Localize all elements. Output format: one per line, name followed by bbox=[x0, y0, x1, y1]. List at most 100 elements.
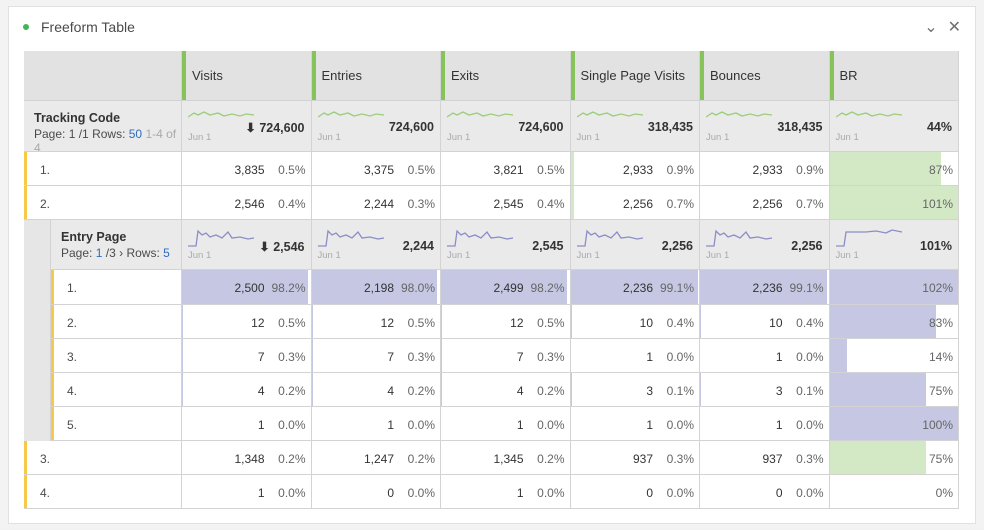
column-resize-handle[interactable] bbox=[570, 51, 575, 100]
row-rank: 3. bbox=[67, 350, 78, 364]
table-row: 5. 1 0.0% 1 0.0% 1 0.0% 1 0.0% 1 0.0% 100% bbox=[51, 407, 959, 441]
column-resize-handle[interactable] bbox=[829, 51, 834, 100]
sparkline-date-label: Jun 1 bbox=[835, 132, 859, 143]
metric-value: 10 bbox=[639, 316, 653, 330]
summary-total: 2,244 bbox=[403, 239, 434, 253]
percent-bar bbox=[700, 305, 701, 338]
metric-percent: 0.2% bbox=[537, 452, 565, 466]
metric-percent: 0.3% bbox=[796, 452, 824, 466]
metric-percent: 0.9% bbox=[666, 163, 694, 177]
panel-header: Freeform Table bbox=[23, 19, 135, 35]
row-marker bbox=[51, 407, 54, 440]
sparkline-date-label: Jun 1 bbox=[706, 132, 730, 143]
column-resize-handle[interactable] bbox=[441, 51, 445, 100]
percent-bar bbox=[700, 270, 828, 304]
column-header-single-page-visits[interactable]: Single Page Visits bbox=[570, 51, 700, 101]
column-header-exits[interactable]: Exits bbox=[441, 51, 571, 101]
column-resize-handle[interactable] bbox=[311, 51, 316, 100]
metric-value: 2,198 bbox=[363, 281, 394, 295]
metric-value: 1,345 bbox=[493, 452, 524, 466]
rows-per-page[interactable]: 50 bbox=[128, 127, 143, 141]
column-header-bounces[interactable]: Bounces bbox=[700, 51, 830, 101]
column-header-visits[interactable]: Visits bbox=[182, 51, 312, 101]
metric-cell: 87% bbox=[829, 152, 959, 186]
row-dimension-cell[interactable]: 2. bbox=[51, 305, 182, 339]
metric-value: 1 bbox=[516, 418, 524, 432]
table-row: 3. 7 0.3% 7 0.3% 7 0.3% 1 0.0% 1 0.0% 14% bbox=[51, 339, 959, 373]
metric-cell: 2,933 0.9% bbox=[570, 152, 700, 186]
arrow-down-icon[interactable]: ⬇ bbox=[245, 121, 260, 135]
metric-percent: 0.4% bbox=[796, 316, 824, 330]
percent-bar bbox=[570, 270, 698, 304]
sparkline bbox=[835, 229, 902, 247]
metric-cell: 1 0.0% bbox=[182, 407, 312, 441]
metric-percent: 0.7% bbox=[666, 197, 694, 211]
panel-title: Freeform Table bbox=[41, 19, 135, 35]
metric-value: 1,247 bbox=[363, 452, 394, 466]
arrow-down-icon[interactable]: ⬇ bbox=[259, 240, 274, 254]
tracking-title[interactable]: Tracking Code bbox=[34, 111, 121, 125]
metric-value: 0 bbox=[646, 486, 653, 500]
sparkline bbox=[576, 229, 643, 247]
metric-cell: 1 0.0% bbox=[570, 407, 700, 441]
metric-value: 2,546 bbox=[234, 197, 265, 211]
summary-cell: Jun 1 724,600 bbox=[311, 101, 441, 152]
metric-percent: 99.1% bbox=[659, 281, 694, 295]
metric-cell: 75% bbox=[829, 373, 959, 407]
row-dimension-cell[interactable]: 4. bbox=[24, 475, 182, 509]
column-header-label: Visits bbox=[192, 68, 223, 83]
metric-cell: 2,933 0.9% bbox=[700, 152, 830, 186]
row-dimension-cell[interactable]: 3. bbox=[51, 339, 182, 373]
row-dimension-cell[interactable]: 1. bbox=[51, 270, 182, 305]
metric-value: 3,821 bbox=[493, 163, 524, 177]
metric-value: 10 bbox=[769, 316, 783, 330]
summary-total-value: 2,545 bbox=[532, 239, 564, 253]
sparkline bbox=[317, 229, 384, 247]
percent-bar bbox=[829, 407, 958, 440]
table-row: 4. 4 0.2% 4 0.2% 4 0.2% 3 0.1% 3 0.1% 75% bbox=[51, 373, 959, 407]
close-icon[interactable]: ✕ bbox=[947, 19, 961, 36]
column-header-br[interactable]: BR bbox=[829, 51, 959, 101]
row-dimension-cell[interactable]: 1. bbox=[24, 152, 182, 186]
row-dimension-cell[interactable]: 4. bbox=[51, 373, 182, 407]
row-dimension-cell[interactable]: 3. bbox=[24, 441, 182, 475]
metric-cell: 7 0.3% bbox=[441, 339, 571, 373]
table-row: 1. 2,500 98.2% 2,198 98.0% 2,499 98.2% 2,236 99.… bbox=[51, 270, 959, 305]
row-dimension-cell[interactable]: 2. bbox=[24, 186, 182, 220]
metric-percent: 0.0% bbox=[537, 418, 565, 432]
chevron-down-icon[interactable]: ⌄ bbox=[924, 19, 938, 36]
metric-value: 1 bbox=[257, 486, 265, 500]
metric-value: 7 bbox=[516, 350, 524, 364]
metric-percent: 0% bbox=[935, 486, 953, 500]
summary-cell: Jun 1 2,256 bbox=[570, 220, 700, 270]
metric-value: 1,348 bbox=[234, 452, 265, 466]
sparkline-date-label: Jun 1 bbox=[188, 250, 212, 261]
row-marker bbox=[24, 186, 27, 219]
rows-label: Rows: bbox=[92, 127, 126, 141]
row-marker bbox=[24, 441, 27, 474]
summary-total-value: 2,256 bbox=[661, 239, 693, 253]
metric-percent: 0.4% bbox=[666, 316, 694, 330]
metric-percent: 0.0% bbox=[796, 418, 824, 432]
metric-value: 3,375 bbox=[363, 163, 394, 177]
metric-cell: 1 0.0% bbox=[441, 475, 571, 509]
metric-percent: 0.0% bbox=[796, 486, 824, 500]
row-marker bbox=[24, 152, 27, 185]
row-dimension-cell[interactable]: 5. bbox=[51, 407, 182, 441]
metric-value: 2,499 bbox=[493, 281, 524, 295]
page-current[interactable]: 1 bbox=[95, 246, 103, 260]
metric-cell: 3 0.1% bbox=[570, 373, 700, 407]
summary-cell: Jun 1 2,545 bbox=[441, 220, 571, 270]
metric-cell: 0% bbox=[829, 475, 959, 509]
column-header-label: Single Page Visits bbox=[580, 68, 686, 83]
column-header-entries[interactable]: Entries bbox=[311, 51, 441, 101]
entry-title[interactable]: Entry Page bbox=[61, 230, 127, 244]
metric-value: 1 bbox=[387, 418, 394, 432]
chevron-right-icon[interactable]: › bbox=[119, 246, 124, 260]
metric-value: 937 bbox=[762, 452, 783, 466]
metric-value: 2,256 bbox=[752, 197, 783, 211]
metric-percent: 0.4% bbox=[278, 197, 306, 211]
column-resize-handle[interactable] bbox=[700, 51, 704, 100]
rows-per-page[interactable]: 5 bbox=[163, 246, 170, 260]
column-resize-handle[interactable] bbox=[182, 51, 186, 100]
